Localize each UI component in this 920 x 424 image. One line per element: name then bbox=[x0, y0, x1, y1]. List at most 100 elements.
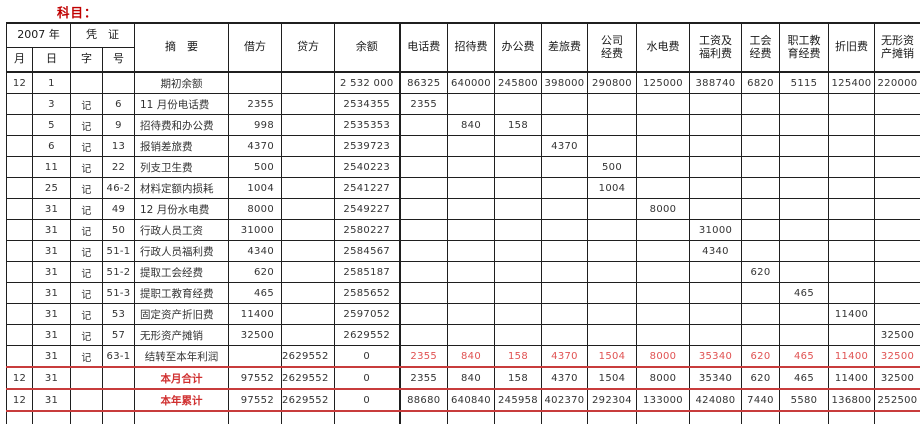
expense-cell: 136800 bbox=[829, 389, 875, 411]
month-cell bbox=[7, 241, 33, 262]
day-cell: 31 bbox=[33, 283, 71, 304]
summary-cell: 12 月份水电费 bbox=[135, 199, 229, 220]
expense-cell: 8000 bbox=[637, 199, 690, 220]
expense-cell bbox=[875, 199, 920, 220]
header-balance: 余额 bbox=[335, 23, 400, 72]
expense-cell: 1504 bbox=[588, 346, 637, 368]
expense-cell: 125000 bbox=[637, 72, 690, 94]
expense-cell bbox=[829, 325, 875, 346]
expense-cell: 4370 bbox=[542, 367, 588, 389]
expense-cell bbox=[495, 304, 542, 325]
expense-cell bbox=[495, 199, 542, 220]
header-expense-office: 办公费 bbox=[495, 23, 542, 72]
expense-cell bbox=[448, 304, 495, 325]
debit-cell: 500 bbox=[229, 157, 282, 178]
credit-cell: 2629552 bbox=[282, 346, 335, 368]
expense-cell bbox=[542, 115, 588, 136]
month-cell bbox=[7, 199, 33, 220]
number-cell: 46-2 bbox=[103, 178, 135, 199]
expense-cell: 2355 bbox=[400, 346, 448, 368]
balance-cell: 2549227 bbox=[335, 199, 400, 220]
expense-cell bbox=[829, 178, 875, 199]
expense-cell bbox=[875, 115, 920, 136]
debit-cell: 465 bbox=[229, 283, 282, 304]
header-expense-company-funds: 公司 经费 bbox=[588, 23, 637, 72]
expense-cell bbox=[742, 220, 780, 241]
day-cell: 5 bbox=[33, 115, 71, 136]
number-cell: 9 bbox=[103, 115, 135, 136]
expense-cell bbox=[780, 220, 829, 241]
expense-cell bbox=[495, 325, 542, 346]
expense-cell bbox=[542, 199, 588, 220]
expense-cell bbox=[588, 220, 637, 241]
expense-cell: 840 bbox=[448, 346, 495, 368]
word-cell bbox=[71, 72, 103, 94]
credit-cell bbox=[282, 115, 335, 136]
expense-cell bbox=[495, 411, 542, 424]
table-row-empty bbox=[7, 411, 920, 424]
word-cell: 记 bbox=[71, 199, 103, 220]
header-expense-wages-welfare: 工资及 福利费 bbox=[690, 23, 742, 72]
day-cell: 31 bbox=[33, 220, 71, 241]
number-cell bbox=[103, 367, 135, 389]
header-expense-staff-education: 职工教 育经费 bbox=[780, 23, 829, 72]
expense-cell bbox=[690, 411, 742, 424]
expense-cell bbox=[448, 199, 495, 220]
credit-cell bbox=[282, 304, 335, 325]
expense-cell: 1004 bbox=[588, 178, 637, 199]
number-cell: 51-1 bbox=[103, 241, 135, 262]
header-expense-union-funds: 工会 经费 bbox=[742, 23, 780, 72]
expense-cell bbox=[495, 94, 542, 115]
expense-cell: 620 bbox=[742, 346, 780, 368]
expense-cell bbox=[495, 178, 542, 199]
expense-cell bbox=[588, 136, 637, 157]
expense-cell bbox=[780, 136, 829, 157]
expense-cell: 32500 bbox=[875, 367, 920, 389]
expense-cell bbox=[637, 136, 690, 157]
credit-cell bbox=[282, 411, 335, 424]
expense-cell bbox=[495, 157, 542, 178]
expense-cell bbox=[588, 411, 637, 424]
expense-cell bbox=[742, 283, 780, 304]
debit-cell bbox=[229, 72, 282, 94]
expense-cell: 158 bbox=[495, 367, 542, 389]
day-cell: 31 bbox=[33, 389, 71, 411]
expense-cell bbox=[400, 220, 448, 241]
expense-cell bbox=[400, 411, 448, 424]
expense-cell bbox=[829, 241, 875, 262]
credit-cell bbox=[282, 220, 335, 241]
expense-cell: 290800 bbox=[588, 72, 637, 94]
summary-cell: 提取工会经费 bbox=[135, 262, 229, 283]
balance-cell: 2585187 bbox=[335, 262, 400, 283]
number-cell bbox=[103, 72, 135, 94]
expense-cell: 88680 bbox=[400, 389, 448, 411]
expense-cell bbox=[637, 178, 690, 199]
debit-cell: 97552 bbox=[229, 389, 282, 411]
balance-cell: 2540223 bbox=[335, 157, 400, 178]
expense-cell bbox=[400, 283, 448, 304]
header-expense-utilities: 水电费 bbox=[637, 23, 690, 72]
header-summary: 摘 要 bbox=[135, 23, 229, 72]
credit-cell bbox=[282, 262, 335, 283]
expense-cell bbox=[875, 262, 920, 283]
credit-cell bbox=[282, 283, 335, 304]
debit-cell: 998 bbox=[229, 115, 282, 136]
header-month: 月 bbox=[7, 48, 33, 73]
expense-cell bbox=[875, 283, 920, 304]
word-cell: 记 bbox=[71, 304, 103, 325]
balance-cell: 2584567 bbox=[335, 241, 400, 262]
debit-cell bbox=[229, 346, 282, 368]
expense-cell bbox=[690, 304, 742, 325]
expense-cell bbox=[875, 304, 920, 325]
header-expense-entertainment: 招待费 bbox=[448, 23, 495, 72]
expense-cell: 133000 bbox=[637, 389, 690, 411]
expense-cell bbox=[742, 94, 780, 115]
header-expense-phone: 电话费 bbox=[400, 23, 448, 72]
expense-cell: 8000 bbox=[637, 346, 690, 368]
expense-cell bbox=[400, 262, 448, 283]
expense-cell bbox=[448, 411, 495, 424]
